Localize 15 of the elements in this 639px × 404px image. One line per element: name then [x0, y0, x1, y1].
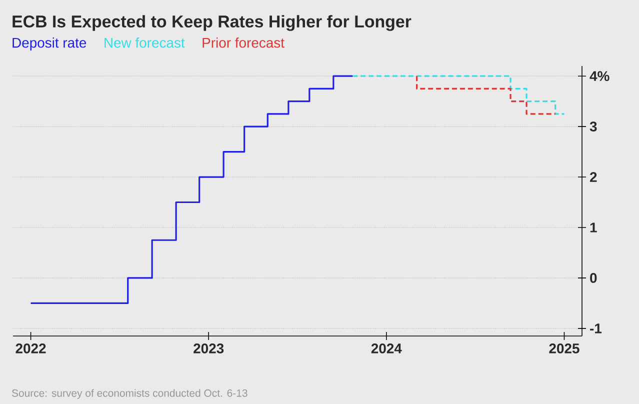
y-tick-label: 3 [590, 122, 597, 132]
y-tick-label: -1 [590, 324, 602, 334]
x-tick-label: 2024 [371, 343, 402, 354]
y-tick-label: 0 [590, 273, 597, 283]
x-tick-label: 2022 [16, 343, 46, 354]
y-tick-label: 1 [590, 222, 597, 232]
y-tick-label: 2 [590, 172, 597, 182]
text: Prior forecast [202, 37, 284, 48]
text: Deposit rate [12, 37, 86, 50]
source-note: Source: survey of economists conducted Oct. 6-13 [12, 389, 248, 399]
x-tick-label: 2023 [194, 343, 224, 354]
text: New forecast [104, 38, 185, 48]
x-tick-label: 2025 [549, 343, 580, 354]
chart-title: ECB Is Expected to Keep Rates Higher for Longer [12, 15, 412, 31]
y-tick-label: 4% [590, 71, 610, 81]
